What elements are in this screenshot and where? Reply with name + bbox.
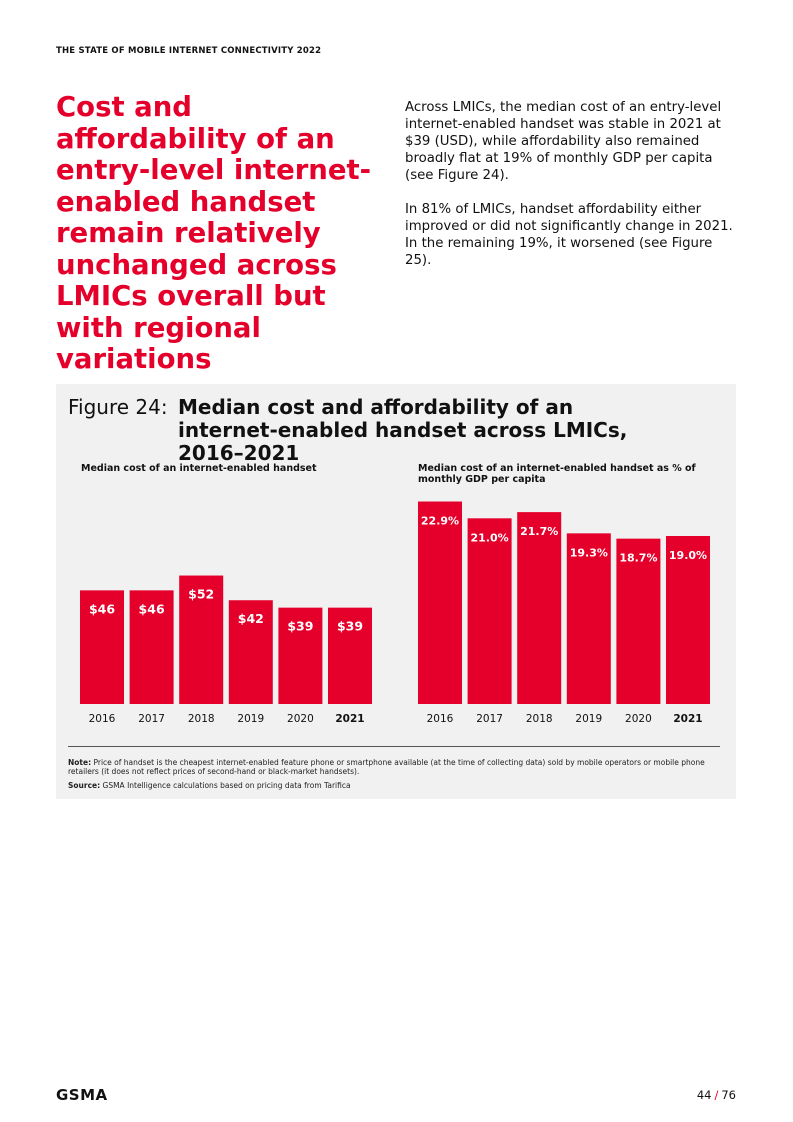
chart-1-title: Median cost of an internet-enabled hands… bbox=[81, 463, 317, 474]
chart-2-tick-label-2021: 2021 bbox=[673, 713, 702, 725]
figure-title-text: Median cost and affordability of an inte… bbox=[178, 395, 628, 465]
chart-2-value-label-2016: 22.9% bbox=[421, 515, 459, 528]
current-page: 44 bbox=[696, 1088, 712, 1102]
chart-1-tick-label-2020: 2020 bbox=[287, 713, 314, 725]
chart-1-tick-label-2019: 2019 bbox=[237, 713, 264, 725]
chart-2-bar-2017 bbox=[467, 518, 512, 704]
chart-1-bar-2021 bbox=[328, 607, 372, 704]
chart-1-value-label-2018: $52 bbox=[188, 587, 214, 602]
chart-2-title: Median cost of an internet-enabled hands… bbox=[418, 463, 696, 485]
figure-label: Figure 24: bbox=[68, 395, 168, 419]
chart-1-bar-2016 bbox=[80, 590, 124, 704]
chart-2-tick-label-2016: 2016 bbox=[427, 713, 454, 725]
chart-2-bar-2019 bbox=[566, 533, 611, 704]
intro-text: Across LMICs, the median cost of an entr… bbox=[405, 99, 735, 286]
gsma-logo: GSMA bbox=[56, 1086, 108, 1104]
source-label: Source: bbox=[68, 781, 101, 790]
intro-paragraph-2: In 81% of LMICs, handset affordability e… bbox=[405, 202, 733, 268]
chart-2-bar-2020 bbox=[616, 538, 661, 704]
chart-2-tick-label-2018: 2018 bbox=[526, 713, 553, 725]
chart-1-bar-2018 bbox=[179, 575, 224, 704]
charts-canvas: $46 2016 $46 2017 $52 2018 $42 2019 $39 2020 $39 20… bbox=[80, 501, 710, 725]
figure-divider bbox=[68, 746, 720, 747]
page-number: 44/76 bbox=[697, 1088, 736, 1102]
chart-1-bar-2017 bbox=[129, 590, 174, 704]
note-text: Price of handset is the cheapest interne… bbox=[68, 758, 705, 776]
page-separator: / bbox=[714, 1088, 719, 1102]
chart-1-value-label-2019: $42 bbox=[238, 611, 264, 626]
figure-24-panel: Figure 24: Median cost and affordability… bbox=[56, 384, 736, 799]
chart-2-tick-label-2017: 2017 bbox=[476, 713, 503, 725]
chart-2-bar-2016 bbox=[418, 501, 462, 704]
chart-1-tick-label-2016: 2016 bbox=[89, 713, 116, 725]
chart-2-bar-2021 bbox=[666, 536, 710, 704]
figure-note: Note: Price of handset is the cheapest i… bbox=[68, 758, 718, 790]
chart-2-bar-2018 bbox=[517, 512, 562, 704]
chart-2-value-label-2019: 19.3% bbox=[570, 546, 608, 559]
chart-2-value-label-2017: 21.0% bbox=[471, 531, 509, 544]
running-header: THE STATE OF MOBILE INTERNET CONNECTIVIT… bbox=[56, 46, 322, 56]
chart-2-value-label-2021: 19.0% bbox=[669, 549, 707, 562]
source-text: GSMA Intelligence calculations based on … bbox=[100, 781, 351, 790]
chart-1-bar-2020 bbox=[278, 607, 323, 704]
chart-2-value-label-2018: 21.7% bbox=[520, 525, 558, 538]
note-label: Note: bbox=[68, 758, 92, 767]
chart-1-value-label-2020: $39 bbox=[287, 619, 313, 634]
chart-1-tick-label-2021: 2021 bbox=[335, 713, 364, 725]
chart-1-tick-label-2018: 2018 bbox=[188, 713, 215, 725]
chart-1-value-label-2016: $46 bbox=[89, 601, 115, 616]
total-pages: 76 bbox=[721, 1088, 736, 1102]
chart-1-bar-2019 bbox=[228, 600, 273, 704]
chart-1-value-label-2021: $39 bbox=[337, 619, 363, 634]
chart-1-tick-label-2017: 2017 bbox=[138, 713, 165, 725]
page-headline: Cost and affordability of an entry-level… bbox=[56, 91, 372, 375]
chart-2-tick-label-2019: 2019 bbox=[575, 713, 602, 725]
chart-2-value-label-2020: 18.7% bbox=[619, 552, 657, 565]
intro-paragraph-1: Across LMICs, the median cost of an entr… bbox=[405, 100, 722, 183]
chart-1-value-label-2017: $46 bbox=[139, 601, 165, 616]
chart-2-tick-label-2020: 2020 bbox=[625, 713, 652, 725]
